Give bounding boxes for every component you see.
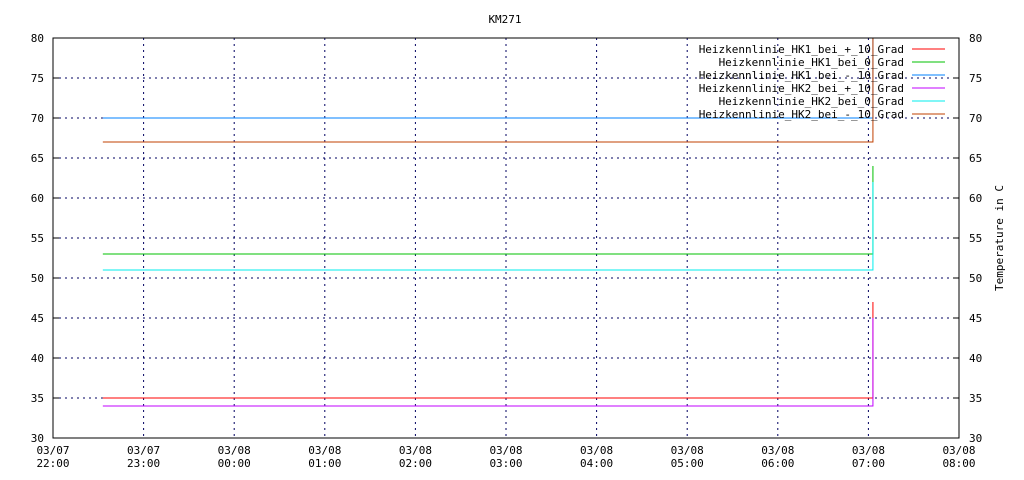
- x-tick-label: 08:00: [942, 457, 975, 470]
- x-tick-label: 23:00: [127, 457, 160, 470]
- x-tick-label: 03/08: [761, 444, 794, 457]
- y2-tick-label: 65: [969, 152, 982, 165]
- y-tick-label: 60: [31, 192, 44, 205]
- x-tick-label: 02:00: [399, 457, 432, 470]
- x-tick-label: 03:00: [489, 457, 522, 470]
- x-tick-label: 03/08: [308, 444, 341, 457]
- series-line: [102, 166, 874, 255]
- series-line: [102, 182, 874, 271]
- y2-tick-label: 35: [969, 392, 982, 405]
- y-axis-label: Temperature in C: [993, 185, 1006, 291]
- y2-tick-label: 70: [969, 112, 982, 125]
- y2-tick-label: 55: [969, 232, 982, 245]
- plot-border: [52, 37, 960, 439]
- x-tick-label: 03/08: [399, 444, 432, 457]
- x-tick-label: 01:00: [308, 457, 341, 470]
- x-tick-label: 22:00: [36, 457, 69, 470]
- series-line: [102, 38, 874, 143]
- series-line: [102, 318, 874, 407]
- x-tick-label: 03/08: [942, 444, 975, 457]
- y-tick-label: 65: [31, 152, 44, 165]
- y2-tick-label: 45: [969, 312, 982, 325]
- y2-tick-label: 80: [969, 32, 982, 45]
- legend-label: Heizkennlinie_HK1_bei_-_10_Grad: [699, 69, 904, 82]
- legend-label: Heizkennlinie_HK2_bei_0_Grad: [719, 95, 904, 108]
- x-tick-label: 05:00: [671, 457, 704, 470]
- legend-label: Heizkennlinie_HK2_bei_-_10_Grad: [699, 108, 904, 121]
- y2-tick-label: 30: [969, 432, 982, 445]
- x-tick-label: 03/08: [580, 444, 613, 457]
- x-tick-label: 00:00: [218, 457, 251, 470]
- y2-tick-label: 50: [969, 272, 982, 285]
- x-tick-label: 03/08: [671, 444, 704, 457]
- y-tick-label: 40: [31, 352, 44, 365]
- y-tick-label: 35: [31, 392, 44, 405]
- x-tick-label: 06:00: [761, 457, 794, 470]
- chart-title: KM271: [488, 13, 521, 26]
- y-tick-label: 50: [31, 272, 44, 285]
- y2-tick-label: 60: [969, 192, 982, 205]
- x-tick-label: 03/07: [36, 444, 69, 457]
- y-tick-label: 30: [31, 432, 44, 445]
- x-tick-label: 03/07: [127, 444, 160, 457]
- y-tick-label: 80: [31, 32, 44, 45]
- y-tick-label: 45: [31, 312, 44, 325]
- y-tick-label: 70: [31, 112, 44, 125]
- x-tick-label: 04:00: [580, 457, 613, 470]
- x-tick-label: 03/08: [489, 444, 522, 457]
- x-tick-label: 03/08: [218, 444, 251, 457]
- legend-label: Heizkennlinie_HK2_bei_+_10_Grad: [699, 82, 904, 95]
- y2-tick-label: 40: [969, 352, 982, 365]
- x-tick-label: 03/08: [852, 444, 885, 457]
- y-tick-label: 55: [31, 232, 44, 245]
- y2-tick-label: 75: [969, 72, 982, 85]
- legend-label: Heizkennlinie_HK1_bei_+_10_Grad: [699, 43, 904, 56]
- y-tick-label: 75: [31, 72, 44, 85]
- series-line: [102, 302, 874, 399]
- x-tick-label: 07:00: [852, 457, 885, 470]
- legend-label: Heizkennlinie_HK1_bei_0_Grad: [719, 56, 904, 69]
